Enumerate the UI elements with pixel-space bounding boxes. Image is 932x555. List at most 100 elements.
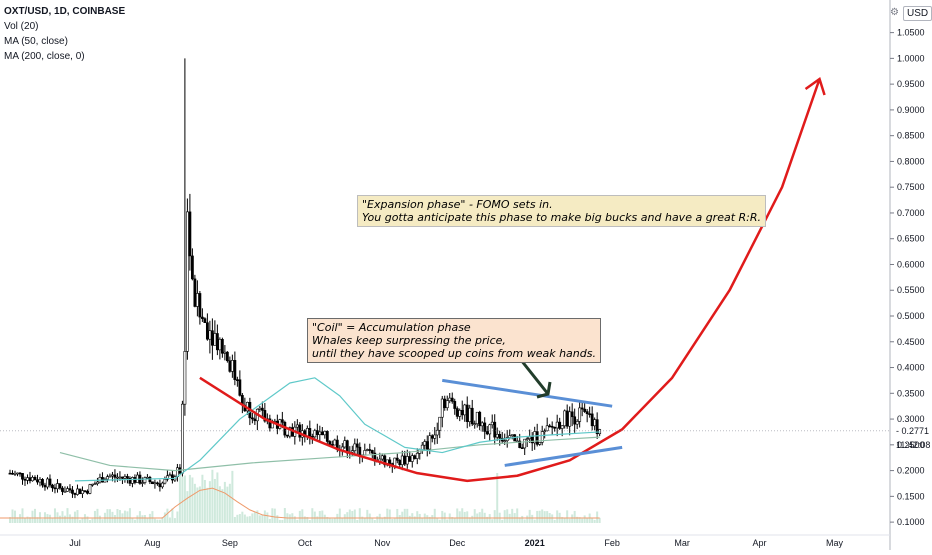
candle-body <box>230 360 234 372</box>
volume-bar <box>251 513 254 523</box>
candle-body <box>403 455 407 465</box>
candle-body <box>350 450 354 453</box>
volume-bar <box>213 478 216 523</box>
volume-bar <box>71 516 74 523</box>
indicator-ma200[interactable]: MA (200, close, 0) <box>4 51 85 62</box>
volume-bar <box>208 481 211 523</box>
candle-body <box>333 439 337 446</box>
price-tick-label: 0.5500 <box>897 285 925 295</box>
candle-body <box>190 255 194 280</box>
candle-body <box>453 401 457 409</box>
candle-body <box>31 477 34 482</box>
volume-bar <box>521 515 524 523</box>
candle-body <box>280 419 284 423</box>
volume-bar <box>243 514 246 523</box>
candle-body <box>285 434 289 437</box>
volume-bar <box>326 516 329 523</box>
volume-bar <box>551 514 554 523</box>
volume-bar <box>446 519 449 523</box>
candle-body <box>108 475 112 478</box>
candle-body <box>420 444 424 450</box>
volume-bar <box>18 514 21 523</box>
candle-body <box>180 403 184 474</box>
candle-body <box>440 398 444 418</box>
candle-body <box>563 410 567 427</box>
candle-body <box>123 476 127 479</box>
candle-body <box>185 211 189 352</box>
candle-body <box>425 441 429 450</box>
candle-body <box>583 408 587 412</box>
price-tick-label: 0.4500 <box>897 337 925 347</box>
volume-bar <box>373 519 376 523</box>
price-tick-label: 0.9000 <box>897 105 925 115</box>
volume-bar <box>361 516 364 523</box>
candle-body <box>61 487 64 492</box>
settings-icon[interactable]: ⚙ <box>890 7 899 18</box>
annotation-coil[interactable]: "Coil" = Accumulation phase Whales keep … <box>307 318 601 363</box>
volume-bar <box>201 474 204 523</box>
volume-bar <box>471 515 474 523</box>
volume-bar <box>496 473 499 523</box>
volume-bar <box>11 509 14 523</box>
volume-bar <box>481 508 484 523</box>
volume-bar <box>356 519 359 523</box>
candle-body <box>220 339 224 354</box>
volume-bar <box>358 508 361 523</box>
candle-body <box>565 410 569 427</box>
volume-bar <box>463 511 466 523</box>
currency-badge[interactable]: USD <box>903 6 932 21</box>
candle-body <box>523 438 527 449</box>
candle-body <box>395 457 399 461</box>
volume-bar <box>46 514 49 523</box>
candle-body <box>88 484 92 494</box>
volume-bar <box>283 508 286 523</box>
volume-bar <box>383 516 386 523</box>
volume-bar <box>388 509 391 523</box>
volume-bar <box>528 509 531 523</box>
candle-body <box>548 425 552 428</box>
volume-bar <box>391 519 394 523</box>
volume-bar <box>151 511 154 523</box>
volume-bar <box>181 476 184 523</box>
volume-bar <box>371 518 374 523</box>
volume-bar <box>328 517 331 523</box>
price-tick-label: 0.5000 <box>897 311 925 321</box>
candle-body <box>295 424 299 428</box>
volume-bar <box>128 508 131 523</box>
volume-bar <box>436 517 439 523</box>
volume-bar <box>546 511 549 523</box>
volume-bar <box>101 519 104 523</box>
candle-body <box>575 421 579 425</box>
candle-body <box>143 477 147 483</box>
candle-body <box>433 434 437 439</box>
annotation-expansion-phase[interactable]: "Expansion phase" - FOMO sets in. You go… <box>357 195 767 227</box>
candle-body <box>498 433 502 439</box>
candle-body <box>538 442 542 445</box>
volume-bar <box>118 510 121 523</box>
volume-bar <box>51 518 54 523</box>
time-tick-label: Sep <box>222 538 238 548</box>
volume-bar <box>288 514 291 523</box>
volume-bar <box>241 511 244 523</box>
time-tick-label: Nov <box>374 538 391 548</box>
candle-body <box>250 417 254 420</box>
candle-body <box>41 479 44 486</box>
volume-bar <box>351 510 354 523</box>
candle-body <box>585 411 589 415</box>
candle-body <box>388 459 392 464</box>
candle-body <box>106 476 109 480</box>
volume-bar <box>196 487 199 523</box>
upper-trendline <box>442 378 613 408</box>
volume-bar <box>543 511 546 523</box>
volume-bar <box>506 509 509 523</box>
candle-body <box>33 477 37 481</box>
indicator-ma50[interactable]: MA (50, close) <box>4 36 68 47</box>
indicator-volume[interactable]: Vol (20) <box>4 21 39 32</box>
volume-bar <box>113 515 116 523</box>
candle-body <box>218 339 222 351</box>
volume-bar <box>246 516 249 523</box>
volume-bar <box>153 518 156 523</box>
candle-body <box>113 474 117 478</box>
